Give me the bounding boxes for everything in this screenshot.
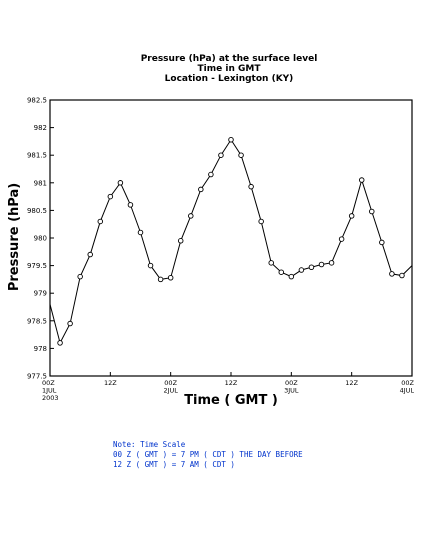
data-point xyxy=(318,261,325,268)
data-point xyxy=(77,273,83,280)
y-tick-label: 978 xyxy=(34,345,47,353)
data-point xyxy=(137,229,144,236)
time-scale-note: Note: Time Scale 00 Z ( GMT ) = 7 PM ( C… xyxy=(113,440,303,470)
data-point xyxy=(167,274,174,281)
note-line-3: 12 Z ( GMT ) = 7 AM ( CDT ) xyxy=(113,460,235,469)
data-point xyxy=(288,273,295,280)
chart-title-line-3: Location - Lexington (KY) xyxy=(165,74,294,84)
x-tick-label: 2JUL xyxy=(163,387,178,395)
data-point xyxy=(348,213,355,219)
x-tick-label: 4JUL xyxy=(400,387,415,395)
data-point xyxy=(117,180,124,186)
y-axis-label: Pressure (hPa) xyxy=(7,183,22,291)
data-point xyxy=(308,264,315,271)
x-tick-label: 00Z xyxy=(164,379,177,387)
y-tick-label: 979.5 xyxy=(27,262,47,270)
data-point xyxy=(268,260,274,266)
x-tick-label: 2003 xyxy=(42,394,59,402)
data-point xyxy=(177,238,184,244)
y-tick-label: 979 xyxy=(34,290,47,298)
pressure-series-points xyxy=(57,136,405,346)
data-point xyxy=(228,136,234,143)
data-point xyxy=(258,218,264,225)
x-tick-label: 00Z xyxy=(42,379,55,387)
note-line-1: Note: Time Scale xyxy=(113,440,186,449)
pressure-series-line xyxy=(49,138,413,345)
y-tick-label: 978.5 xyxy=(27,317,47,325)
data-point xyxy=(97,218,104,225)
chart-title: Pressure (hPa) at the surface level Time… xyxy=(141,54,318,84)
y-tick-label: 980.5 xyxy=(27,207,47,215)
data-point xyxy=(127,202,134,208)
chart-title-line-2: Time in GMT xyxy=(198,64,262,74)
data-point xyxy=(399,272,405,279)
y-tick-label: 982.5 xyxy=(27,97,47,105)
data-point xyxy=(147,262,154,269)
y-axis-ticks: 977.5 978 978.5 979 979.5 980 980.5 981 981.5 982… xyxy=(27,97,54,381)
y-tick-label: 977.5 xyxy=(27,373,47,381)
data-point xyxy=(278,269,285,275)
data-point xyxy=(198,186,204,193)
data-point xyxy=(248,183,254,190)
data-point xyxy=(208,171,214,178)
data-point xyxy=(57,340,63,346)
y-tick-label: 982 xyxy=(34,124,47,132)
x-tick-label: 12Z xyxy=(104,379,117,387)
y-tick-label: 981.5 xyxy=(27,152,47,160)
note-line-2: 00 Z ( GMT ) = 7 PM ( CDT ) THE DAY BEFO… xyxy=(113,450,303,459)
y-tick-label: 980 xyxy=(34,235,47,243)
data-point xyxy=(238,152,244,158)
data-point xyxy=(328,260,335,266)
data-point xyxy=(298,267,305,273)
data-point xyxy=(67,320,73,327)
x-tick-label: 00Z xyxy=(401,379,414,387)
x-tick-label: 12Z xyxy=(225,379,238,387)
data-point xyxy=(358,177,365,183)
x-tick-label: 1JUL xyxy=(42,387,57,395)
data-point xyxy=(107,193,114,200)
data-point xyxy=(338,236,345,242)
data-point xyxy=(157,276,164,283)
x-tick-label: 00Z xyxy=(285,379,298,387)
data-point xyxy=(188,213,194,219)
y-tick-label: 981 xyxy=(34,179,47,187)
x-axis-label: Time ( GMT ) xyxy=(184,393,278,408)
data-point xyxy=(389,271,395,277)
x-tick-label: 12Z xyxy=(345,379,358,387)
data-point xyxy=(369,208,375,215)
chart-title-line-1: Pressure (hPa) at the surface level xyxy=(141,54,318,64)
x-tick-label: 3JUL xyxy=(284,387,299,395)
data-point xyxy=(218,152,224,158)
data-point xyxy=(379,239,385,246)
data-point xyxy=(87,251,93,258)
